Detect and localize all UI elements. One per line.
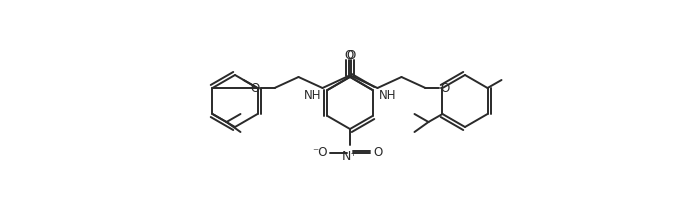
Text: NH: NH <box>379 89 396 102</box>
Text: NH: NH <box>304 89 321 102</box>
Text: N⁺: N⁺ <box>342 150 358 163</box>
Text: O: O <box>251 82 260 94</box>
Text: O: O <box>373 147 382 160</box>
Text: ⁻O: ⁻O <box>312 147 328 160</box>
Text: O: O <box>347 49 356 62</box>
Text: O: O <box>440 82 449 94</box>
Text: O: O <box>344 49 353 62</box>
